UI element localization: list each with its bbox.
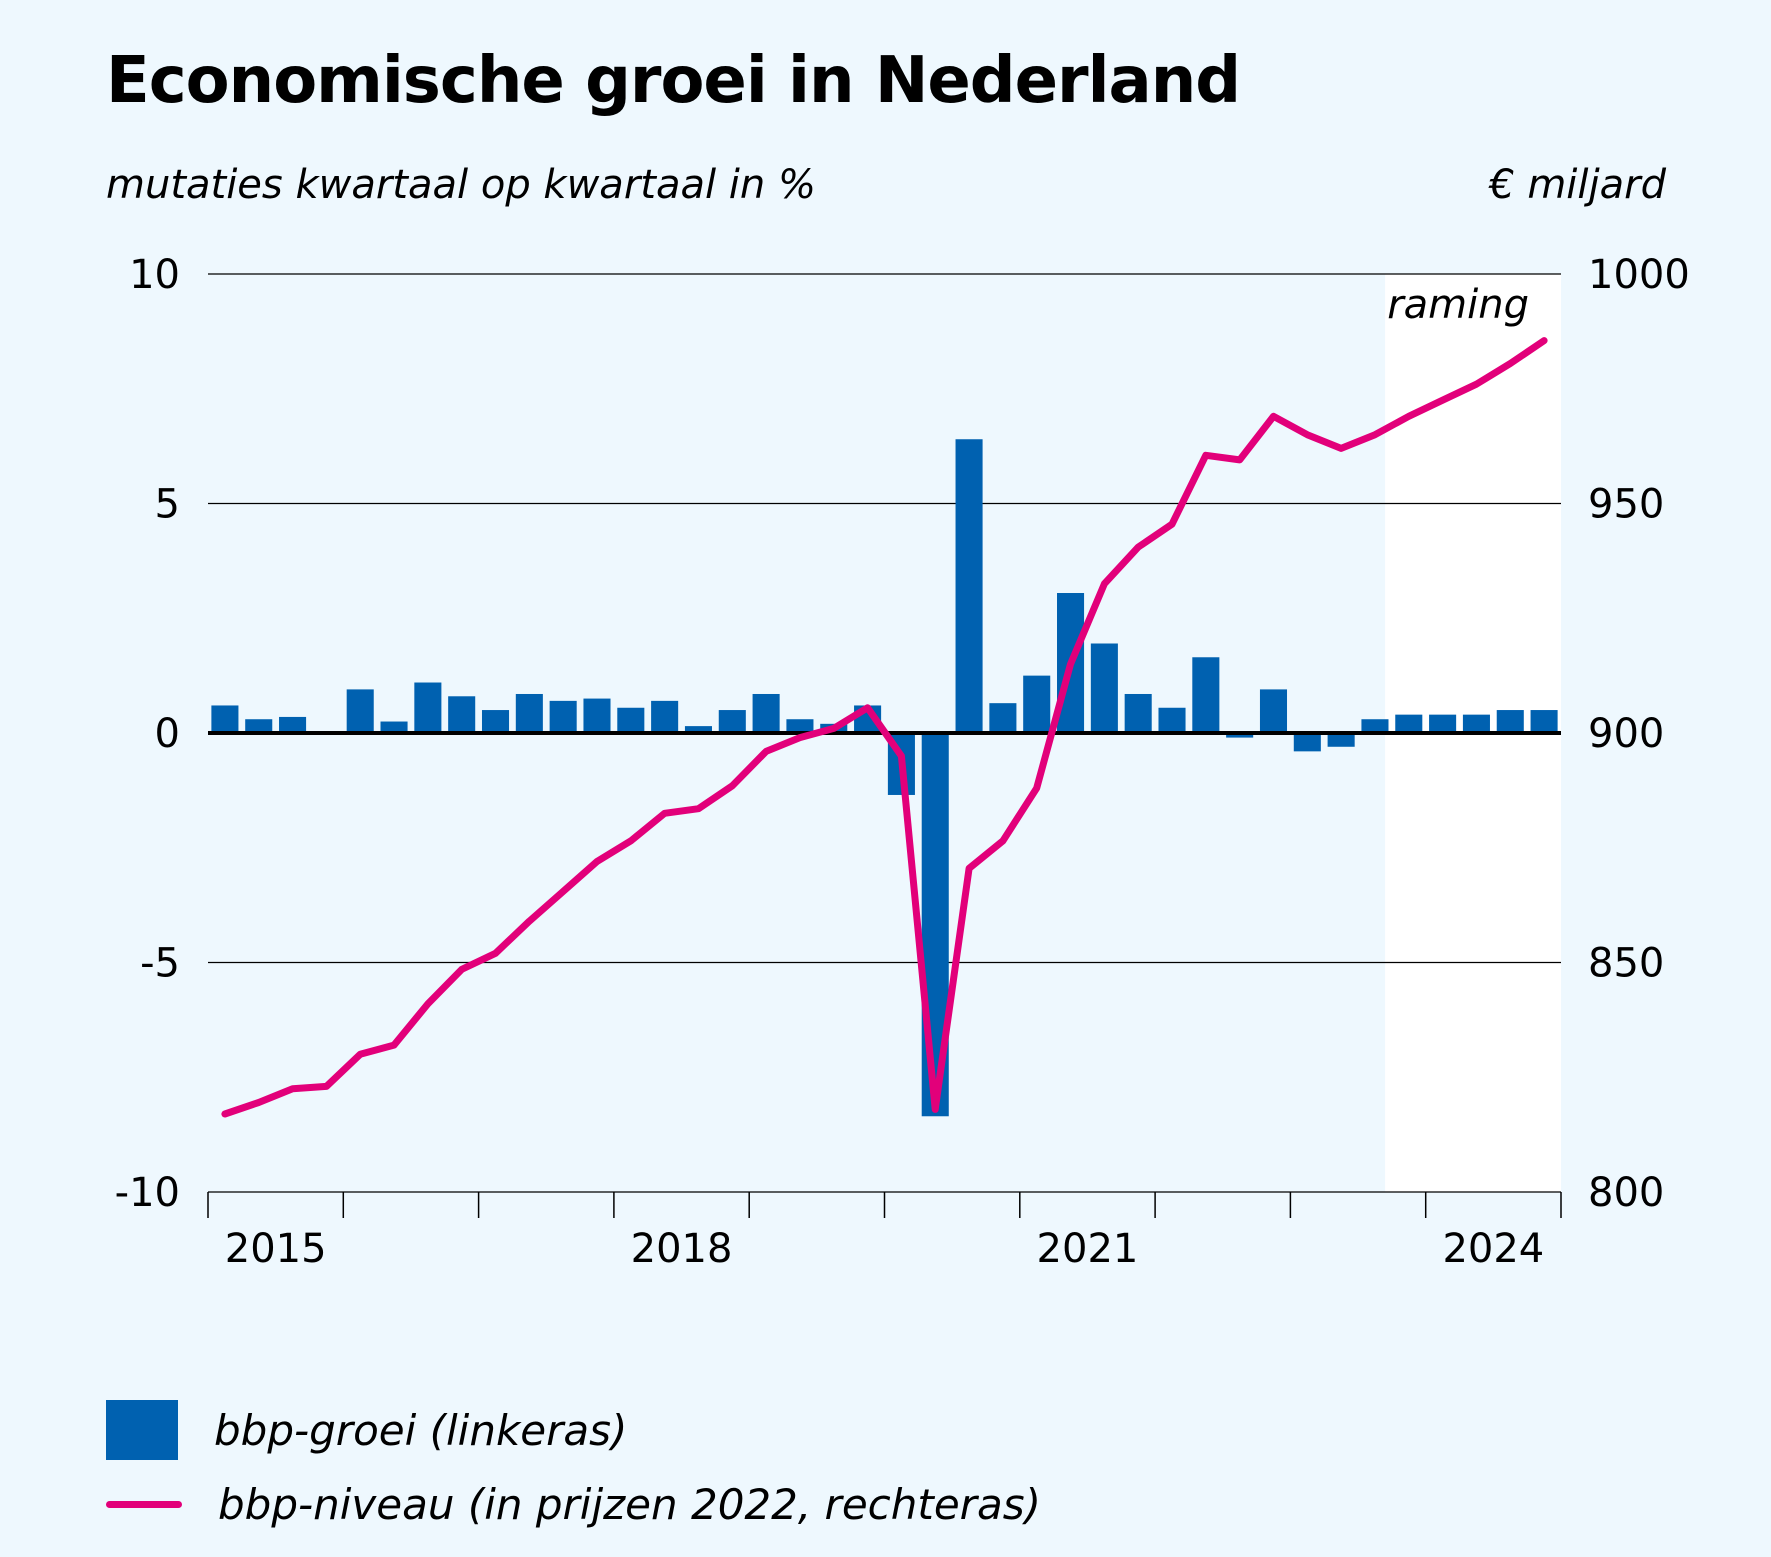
- x-tick-label: 2024: [1442, 1226, 1544, 1272]
- growth-bar: [583, 698, 611, 733]
- right-tick-label: 1000: [1588, 252, 1690, 298]
- x-tick-label: 2015: [225, 1226, 327, 1272]
- growth-bar: [245, 719, 273, 733]
- growth-bar: [1496, 710, 1524, 733]
- left-tick-label: -10: [115, 1170, 180, 1216]
- legend-line-swatch: [106, 1501, 182, 1508]
- growth-bar: [651, 700, 679, 733]
- growth-bar: [211, 705, 239, 733]
- page-title: Economische groei in Nederland: [106, 44, 1241, 118]
- growth-bar: [786, 719, 814, 733]
- growth-bar: [1259, 689, 1288, 733]
- growth-bar: [1395, 714, 1423, 733]
- x-tick-label: 2018: [631, 1226, 733, 1272]
- growth-bar: [617, 707, 645, 733]
- growth-bar: [1226, 733, 1254, 738]
- left-tick-label: 5: [155, 482, 180, 528]
- left-axis-title: mutaties kwartaal op kwartaal in %: [106, 162, 816, 208]
- right-axis-title: € miljard: [1489, 162, 1666, 208]
- growth-bar: [1462, 714, 1490, 733]
- legend-bar-swatch: [106, 1400, 178, 1460]
- growth-bar: [752, 693, 780, 733]
- right-tick-label: 950: [1588, 482, 1664, 528]
- growth-bar: [1023, 675, 1051, 733]
- growth-bar: [718, 710, 746, 733]
- growth-bar: [1293, 733, 1321, 752]
- growth-bar: [515, 693, 543, 733]
- growth-bar: [1192, 657, 1220, 733]
- left-tick-label: 0: [155, 711, 180, 757]
- legend-item-bars: bbp-groei (linkeras): [106, 1400, 627, 1460]
- legend-item-line: bbp-niveau (in prijzen 2022, rechteras): [106, 1480, 1041, 1529]
- growth-bar: [1429, 714, 1457, 733]
- growth-bar: [989, 703, 1017, 733]
- left-tick-label: 10: [129, 252, 180, 298]
- growth-bar: [1158, 707, 1186, 733]
- right-tick-label: 850: [1588, 941, 1664, 987]
- right-tick-label: 800: [1588, 1170, 1664, 1216]
- x-tick-label: 2021: [1037, 1226, 1139, 1272]
- growth-bar: [1124, 693, 1152, 733]
- growth-bar: [1327, 733, 1355, 747]
- legend-bars-label: bbp-groei (linkeras): [214, 1405, 628, 1455]
- growth-bar: [549, 700, 577, 733]
- left-tick-label: -5: [140, 941, 180, 987]
- gdp-level-line: [221, 337, 1548, 1118]
- right-tick-label: 900: [1588, 711, 1664, 757]
- growth-bar: [1361, 719, 1389, 733]
- growth-bar: [1530, 710, 1558, 733]
- growth-bar: [346, 689, 374, 733]
- growth-bar: [448, 696, 476, 733]
- growth-bar: [414, 682, 442, 733]
- legend-line-label: bbp-niveau (in prijzen 2022, rechteras): [218, 1480, 1041, 1529]
- growth-bar: [380, 721, 408, 733]
- growth-bar: [955, 439, 983, 733]
- growth-bar: [481, 710, 510, 733]
- growth-bar: [684, 726, 712, 733]
- growth-bar: [1090, 643, 1118, 733]
- growth-bar: [279, 716, 307, 733]
- forecast-label: raming: [1387, 282, 1529, 328]
